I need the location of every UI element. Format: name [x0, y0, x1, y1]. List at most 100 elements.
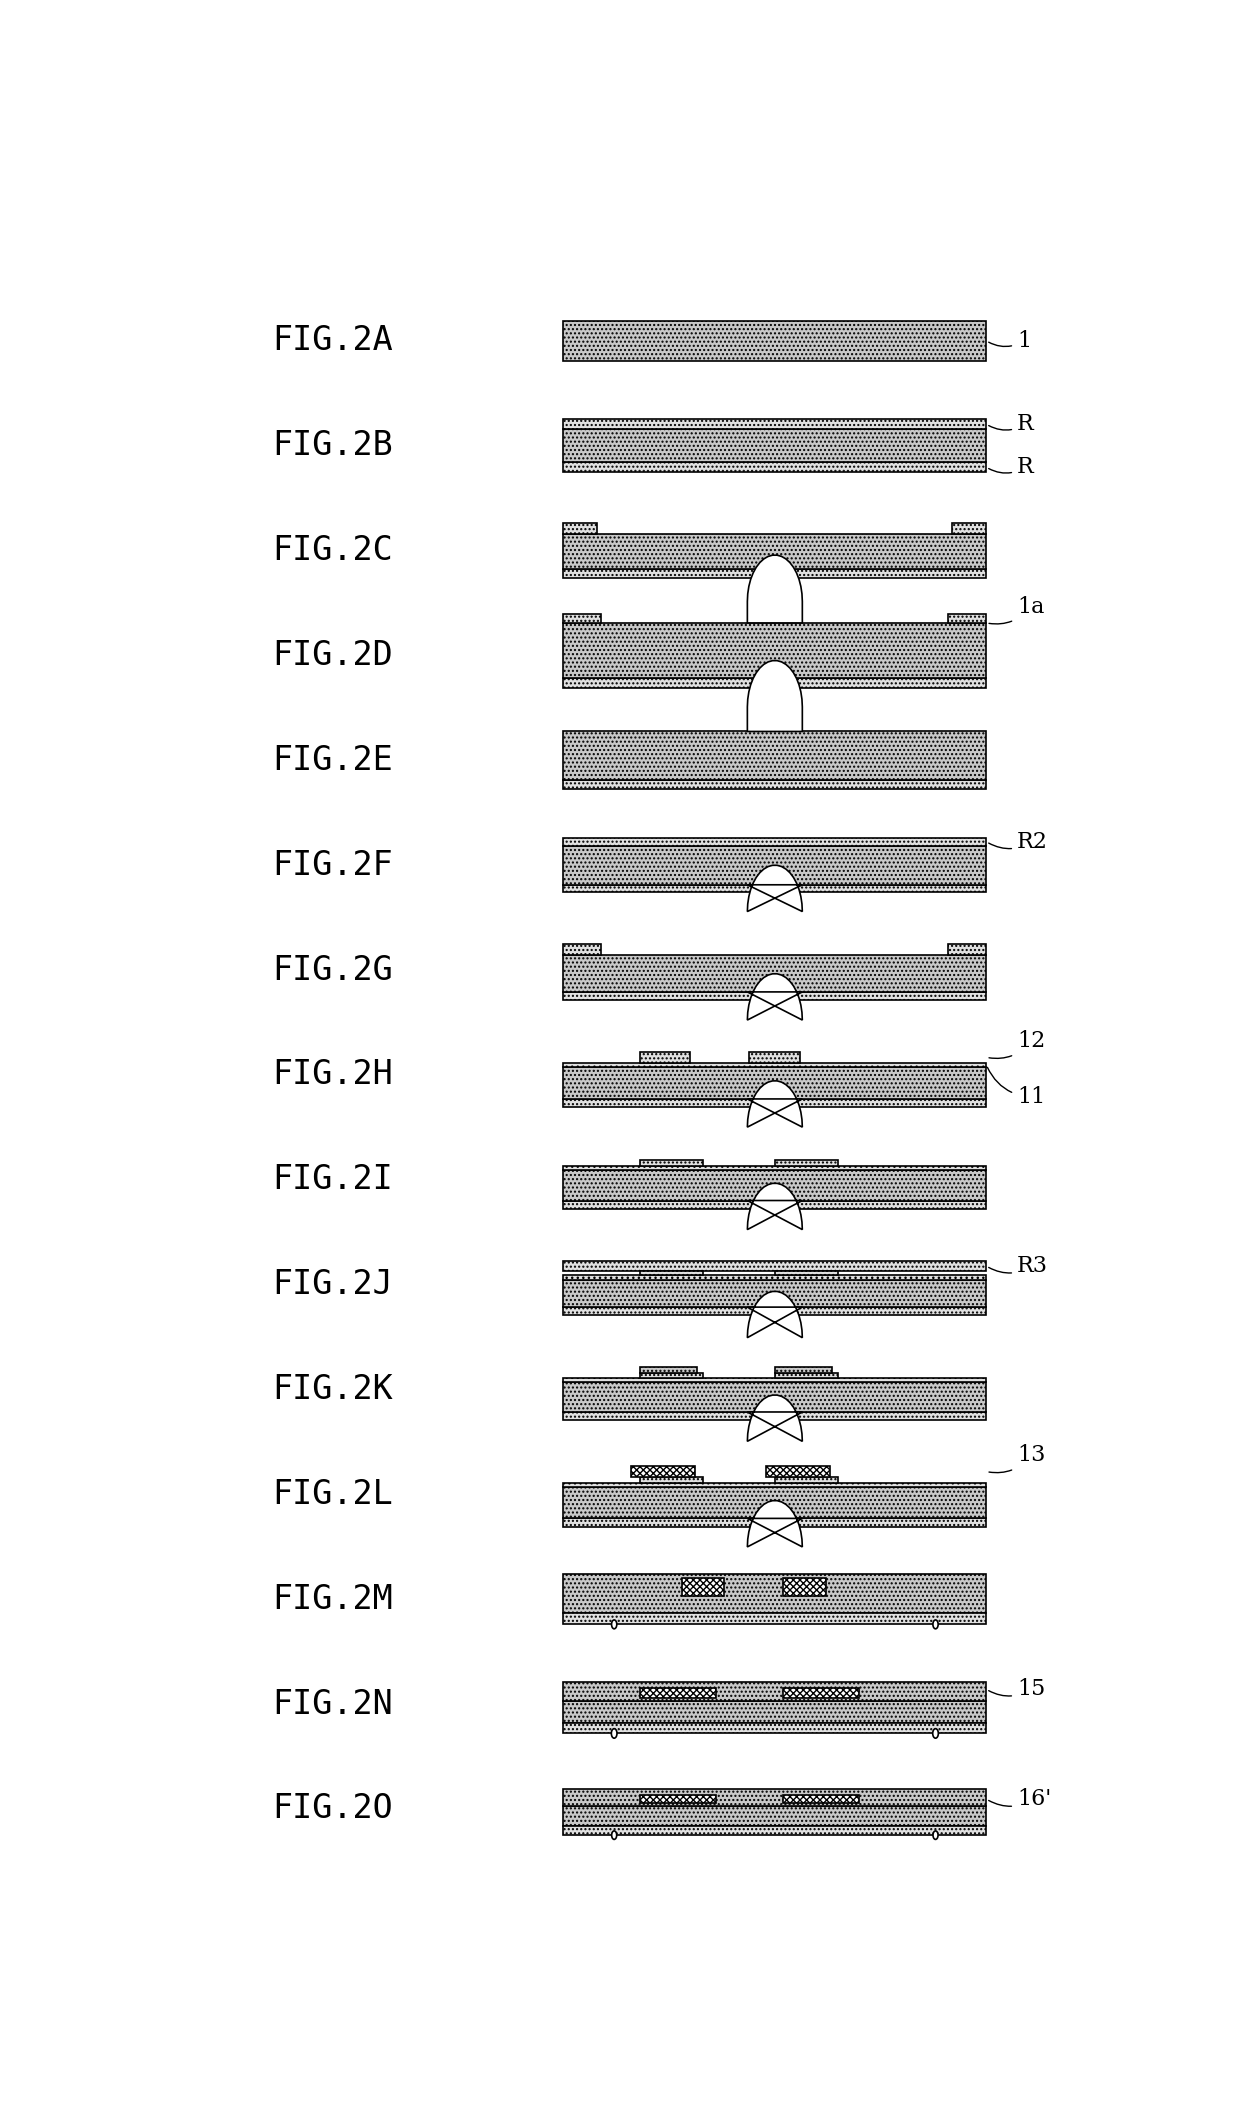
Bar	[563, 731, 986, 779]
Circle shape	[932, 1830, 937, 1839]
Polygon shape	[748, 1080, 802, 1127]
Text: R: R	[988, 457, 1034, 478]
Bar	[563, 463, 986, 472]
Bar	[784, 1577, 826, 1596]
Text: R2: R2	[988, 830, 1048, 853]
Bar	[563, 845, 986, 885]
Polygon shape	[748, 866, 802, 912]
Text: 1a: 1a	[990, 596, 1044, 623]
Bar	[563, 615, 601, 623]
Bar	[563, 678, 986, 689]
Bar	[640, 1367, 697, 1373]
Bar	[640, 1689, 715, 1697]
Text: 1: 1	[988, 331, 1032, 352]
Bar	[775, 1160, 838, 1167]
Circle shape	[932, 1729, 939, 1737]
Text: FIG.2A: FIG.2A	[273, 324, 393, 358]
Text: R3: R3	[988, 1255, 1048, 1276]
Bar	[563, 1483, 986, 1487]
Bar	[563, 1099, 986, 1108]
Text: FIG.2M: FIG.2M	[273, 1584, 393, 1615]
Text: 11: 11	[987, 1068, 1045, 1108]
Bar	[775, 1373, 838, 1377]
Text: FIG.2J: FIG.2J	[273, 1268, 393, 1302]
Bar	[952, 522, 986, 535]
Bar	[640, 1160, 703, 1167]
Bar	[775, 1270, 838, 1276]
Text: FIG.2N: FIG.2N	[273, 1687, 393, 1721]
Text: 16': 16'	[988, 1788, 1052, 1809]
Bar	[775, 1367, 832, 1373]
Text: FIG.2D: FIG.2D	[273, 638, 393, 672]
Bar	[563, 838, 986, 845]
Bar	[631, 1466, 694, 1478]
Text: FIG.2G: FIG.2G	[273, 954, 393, 986]
Bar	[640, 1794, 715, 1803]
Bar	[640, 1053, 691, 1064]
Bar	[640, 1373, 703, 1377]
Bar	[563, 1805, 986, 1826]
Text: 13: 13	[990, 1445, 1045, 1472]
Polygon shape	[748, 1291, 802, 1337]
Bar	[784, 1689, 859, 1697]
Bar	[563, 1064, 986, 1068]
Bar	[563, 522, 598, 535]
Bar	[563, 1261, 986, 1270]
Bar	[563, 992, 986, 1000]
Text: FIG.2C: FIG.2C	[273, 535, 393, 567]
Bar	[563, 1068, 986, 1099]
Text: 12: 12	[990, 1030, 1045, 1059]
Bar	[563, 419, 986, 430]
Bar	[563, 943, 601, 956]
Bar	[949, 943, 986, 956]
Bar	[563, 1280, 986, 1308]
Bar	[563, 1382, 986, 1411]
Text: 15: 15	[988, 1678, 1045, 1700]
Bar	[563, 1573, 986, 1613]
Polygon shape	[748, 1502, 802, 1548]
Text: FIG.2K: FIG.2K	[273, 1373, 393, 1407]
Circle shape	[611, 1620, 616, 1628]
Polygon shape	[748, 973, 802, 1019]
Bar	[563, 1167, 986, 1171]
Bar	[784, 1794, 859, 1803]
Bar	[563, 1411, 986, 1419]
Polygon shape	[748, 1184, 802, 1230]
Bar	[563, 320, 986, 360]
Bar	[563, 1700, 986, 1723]
Bar	[640, 1478, 703, 1483]
Bar	[563, 1308, 986, 1314]
Circle shape	[611, 1729, 618, 1737]
Bar	[563, 1683, 986, 1700]
Bar	[766, 1466, 830, 1478]
Bar	[563, 956, 986, 992]
Bar	[775, 1478, 838, 1483]
Bar	[563, 885, 986, 893]
Bar	[563, 1487, 986, 1518]
Polygon shape	[748, 661, 802, 731]
Circle shape	[932, 1620, 939, 1628]
Bar	[563, 1826, 986, 1834]
Bar	[563, 779, 986, 790]
Text: FIG.2I: FIG.2I	[273, 1163, 393, 1196]
Bar	[563, 1200, 986, 1209]
Bar	[563, 1377, 986, 1382]
Circle shape	[611, 1830, 616, 1839]
Text: FIG.2H: FIG.2H	[273, 1059, 393, 1091]
Text: FIG.2L: FIG.2L	[273, 1478, 393, 1510]
Bar	[563, 1723, 986, 1733]
Bar	[563, 430, 986, 463]
Bar	[563, 1276, 986, 1280]
Bar	[563, 1171, 986, 1200]
Text: FIG.2F: FIG.2F	[273, 849, 393, 882]
Bar	[563, 535, 986, 569]
Bar	[640, 1270, 703, 1276]
Polygon shape	[748, 556, 802, 623]
Polygon shape	[748, 1394, 802, 1441]
Bar	[682, 1577, 724, 1596]
Bar	[749, 1053, 800, 1064]
Text: FIG.2O: FIG.2O	[273, 1792, 393, 1826]
Bar	[563, 569, 986, 577]
Bar	[563, 1788, 986, 1805]
Text: FIG.2B: FIG.2B	[273, 430, 393, 461]
